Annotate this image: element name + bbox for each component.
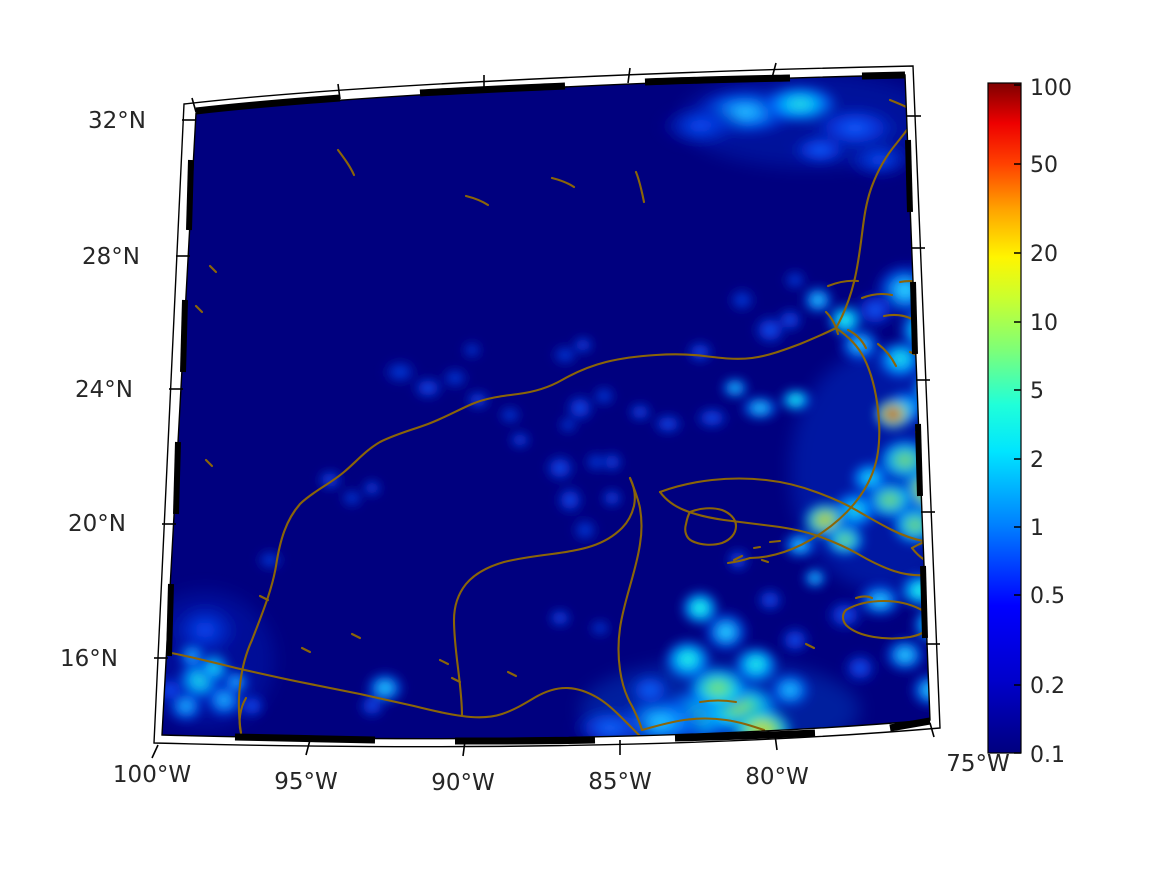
- precipitation-field: [162, 75, 930, 739]
- x-tick-marks: [151, 722, 935, 759]
- y-tick-label-20N: 20°N: [68, 511, 126, 537]
- colorbar-label-100: 100: [1030, 76, 1072, 101]
- colorbar-label-50: 50: [1030, 153, 1058, 178]
- frame-ticks-top: [195, 71, 906, 115]
- y-tick-marks: [154, 119, 196, 659]
- y-tick-label-16N: 16°N: [60, 646, 118, 672]
- y-tick-marks-right: [907, 115, 940, 645]
- frame-ticks-left: [166, 159, 194, 657]
- x-tick-label-85W: 85°W: [588, 769, 652, 795]
- colorbar-label-5: 5: [1030, 379, 1044, 404]
- colorbar-label-2: 2: [1030, 448, 1044, 473]
- x-tick-label-75W: 75°W: [946, 751, 1010, 777]
- colorbar-tick-labels: 0.1 0.2 0.5 1 2 5 10 20 50 100: [1030, 76, 1072, 768]
- y-tick-label-32N: 32°N: [88, 108, 146, 134]
- x-tick-labels: 100°W 95°W 90°W 85°W 80°W 75°W: [113, 751, 1010, 796]
- colorbar-gradient: [988, 83, 1021, 753]
- frame-ticks-right: [905, 139, 928, 639]
- colorbar-label-1: 1: [1030, 516, 1044, 541]
- y-tick-label-24N: 24°N: [75, 377, 133, 403]
- coastlines: [164, 98, 930, 739]
- colorbar-outline: [987, 82, 1022, 754]
- colorbar-label-0-5: 0.5: [1030, 584, 1065, 609]
- colorbar-label-0-1: 0.1: [1030, 743, 1065, 768]
- colorbar-label-10: 10: [1030, 311, 1058, 336]
- x-tick-label-90W: 90°W: [431, 770, 495, 796]
- colorbar-tick-marks: [1014, 84, 1021, 754]
- x-tick-label-100W: 100°W: [113, 762, 191, 788]
- colorbar-label-20: 20: [1030, 242, 1058, 267]
- y-tick-label-28N: 28°N: [82, 244, 140, 270]
- x-tick-label-95W: 95°W: [274, 769, 338, 795]
- frame-ticks-bottom: [234, 717, 931, 745]
- x-tick-marks-top: [191, 62, 777, 113]
- y-tick-labels: 32°N 28°N 24°N 20°N 16°N: [60, 108, 146, 672]
- colorbar[interactable]: 0.1 0.2 0.5 1 2 5 10 20 50 100: [987, 76, 1072, 768]
- map-axes[interactable]: 32°N 28°N 24°N 20°N 16°N 100°W 95°W 90°W…: [60, 62, 1010, 796]
- x-tick-label-80W: 80°W: [745, 764, 809, 790]
- colorbar-label-0-2: 0.2: [1030, 674, 1065, 699]
